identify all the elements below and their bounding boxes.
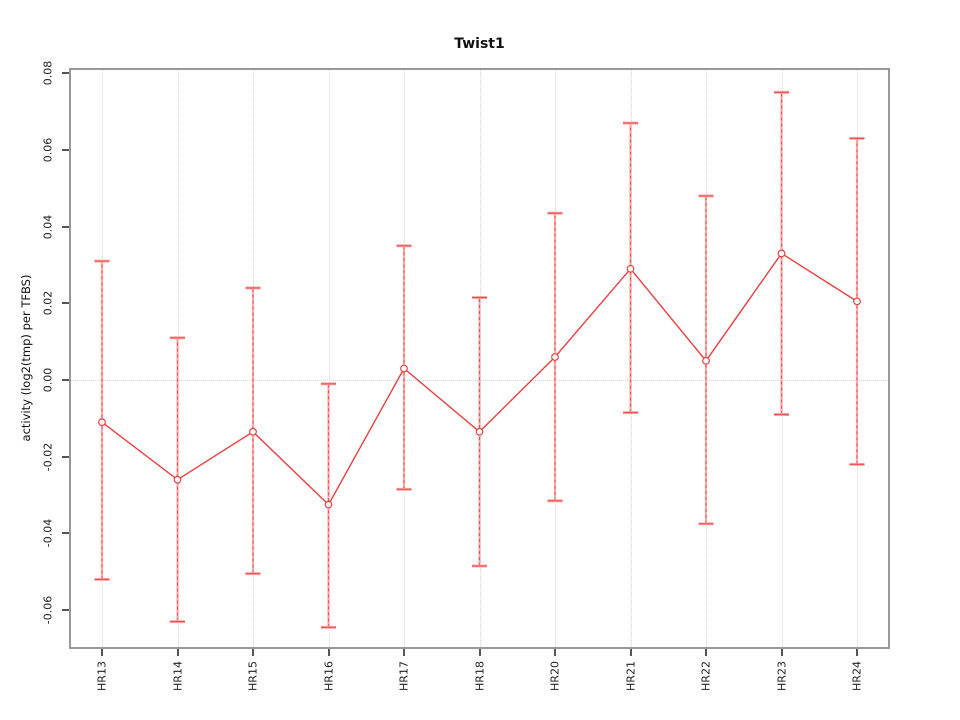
x-axis-tick bbox=[101, 649, 103, 656]
data-point bbox=[173, 475, 182, 484]
x-axis-tick bbox=[478, 649, 481, 656]
gridline-vertical bbox=[328, 70, 330, 647]
x-axis-tick bbox=[856, 649, 858, 656]
data-point bbox=[98, 418, 106, 427]
data-point bbox=[475, 427, 484, 436]
y-axis-tick bbox=[62, 455, 69, 458]
y-axis-tick bbox=[62, 532, 69, 535]
x-tick-label: HR15 bbox=[246, 661, 260, 691]
data-point bbox=[324, 500, 333, 509]
data-point bbox=[853, 297, 861, 306]
x-axis-tick bbox=[327, 649, 330, 656]
data-point bbox=[777, 249, 786, 258]
x-axis-tick bbox=[252, 649, 254, 656]
data-point bbox=[249, 427, 257, 436]
y-tick-label: -0.02 bbox=[41, 442, 55, 471]
y-axis-title: activity (log2(tmp) per TFBS) bbox=[19, 274, 33, 442]
y-axis-tick bbox=[62, 609, 69, 612]
data-point bbox=[626, 264, 635, 273]
chart-title: Twist1 bbox=[454, 36, 505, 52]
y-tick-label: 0.06 bbox=[41, 137, 55, 163]
data-point bbox=[400, 364, 408, 373]
y-axis-tick bbox=[62, 72, 69, 75]
x-tick-label: HR20 bbox=[548, 661, 562, 691]
data-point bbox=[702, 356, 710, 365]
x-axis-tick bbox=[403, 649, 405, 656]
data-layer bbox=[94, 90, 865, 629]
y-tick-label: 0.02 bbox=[41, 291, 55, 316]
x-axis-tick bbox=[554, 649, 556, 656]
x-tick-label: HR17 bbox=[397, 661, 411, 691]
y-tick-label: 0.08 bbox=[41, 60, 55, 86]
x-axis-tick bbox=[629, 649, 632, 656]
x-tick-label: HR13 bbox=[95, 661, 109, 691]
x-tick-label: HR16 bbox=[322, 661, 335, 691]
y-tick-label: 0.00 bbox=[41, 367, 55, 393]
x-tick-label: HR24 bbox=[850, 661, 864, 691]
y-tick-label: 0.04 bbox=[41, 214, 55, 239]
x-tick-label: HR22 bbox=[699, 661, 713, 691]
y-axis-tick bbox=[62, 148, 69, 151]
plot-area bbox=[69, 68, 890, 649]
x-tick-label: HR18 bbox=[473, 661, 486, 691]
x-axis-tick bbox=[780, 649, 783, 656]
y-axis-tick bbox=[62, 225, 69, 228]
y-tick-label: -0.04 bbox=[41, 519, 55, 548]
y-tick-label: -0.06 bbox=[41, 595, 55, 625]
x-axis-tick bbox=[176, 649, 179, 656]
y-axis-tick bbox=[62, 379, 69, 381]
data-point bbox=[551, 353, 559, 361]
x-tick-label: HR21 bbox=[624, 661, 637, 691]
x-tick-label: HR14 bbox=[171, 661, 184, 691]
x-tick-label: HR23 bbox=[775, 661, 788, 691]
y-axis-tick bbox=[62, 302, 69, 305]
x-axis-tick bbox=[705, 649, 707, 656]
